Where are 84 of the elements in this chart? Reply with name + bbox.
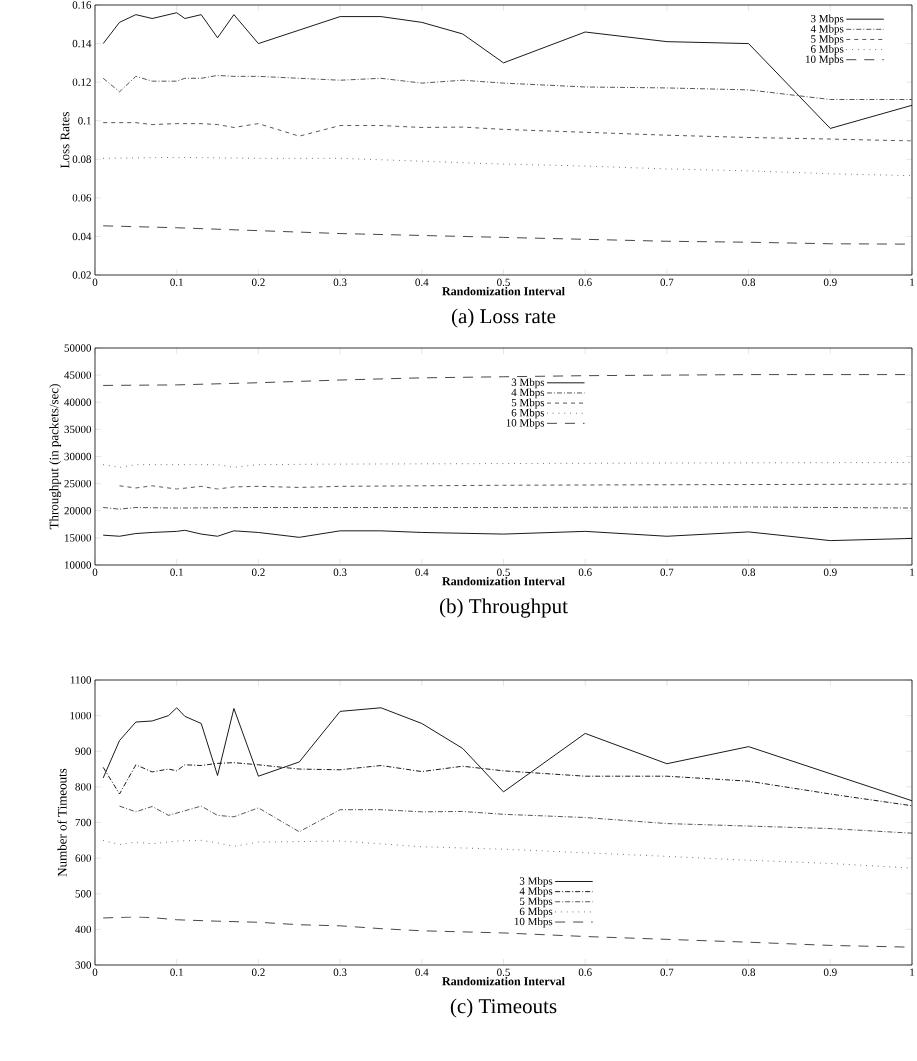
legend-label: 5 Mbps [511, 398, 545, 409]
text: (a) Loss rate [451, 308, 556, 328]
x-tick-label: 0.5 [497, 278, 510, 287]
y-tick-label: 20000 [64, 507, 92, 515]
y-tick-label: 50000 [64, 344, 92, 352]
x-tick-label: 0.7 [660, 568, 674, 577]
legend-label: 10 Mpbs [805, 55, 844, 66]
legend-label: 4 Mbps [511, 388, 545, 399]
x-tick-label: 0.7 [660, 278, 674, 287]
y-tick-label: 15000 [64, 534, 92, 542]
text: (b) Throughput [439, 598, 568, 618]
legend-label: 5 Mbps [520, 897, 553, 908]
y-tick-label: 40000 [64, 398, 92, 406]
y-tick-label: 300 [75, 961, 92, 969]
y-tick-label: 0.08 [72, 155, 92, 164]
y-tick-label: 600 [75, 854, 92, 862]
y-tick-label: 0.04 [72, 232, 92, 241]
y-tick-label: 0.1 [78, 116, 91, 125]
legend-label: 6 Mbps [519, 907, 553, 918]
y-tick-label: 10000 [64, 561, 92, 569]
legend-label: 3 Mbps [811, 14, 844, 25]
legend-label: 10 Mbps [514, 917, 553, 928]
legend-label: 5 Mbps [811, 34, 844, 45]
y-tick-label: 25000 [64, 479, 92, 488]
x-tick-label: 0.3 [333, 278, 347, 287]
y-tick-label: 700 [75, 818, 92, 827]
x-axis-title: Randomization Interval [442, 576, 565, 586]
x-tick-label: 0.7 [660, 968, 674, 977]
x-tick-label: 1 [910, 968, 915, 976]
x-tick-label: 0.5 [497, 568, 510, 577]
legend-label: 4 Mbps [810, 24, 844, 35]
x-tick-label: 0.8 [742, 278, 756, 287]
y-axis-title: Number of Timeouts [57, 768, 67, 877]
y-tick-label: 400 [75, 925, 92, 934]
x-tick-label: 0.8 [742, 968, 756, 977]
x-axis-title: Randomization Interval [442, 976, 565, 986]
y-tick-label: 900 [75, 747, 92, 755]
x-tick-label: 0.4 [415, 568, 429, 577]
x-tick-label: 0.6 [578, 968, 592, 977]
y-tick-label: 0.02 [72, 271, 91, 279]
legend-label: 10 Mbps [506, 418, 545, 429]
legend-label: 4 Mbps [519, 887, 553, 898]
legend-label: 3 Mbps [511, 378, 545, 389]
x-tick-label: 0.2 [251, 278, 265, 287]
y-tick-label: 0.06 [72, 194, 92, 202]
x-tick-label: 0.9 [823, 968, 837, 977]
y-tick-label: 45000 [64, 371, 92, 379]
x-tick-label: 0.6 [578, 568, 592, 577]
x-tick-label: 0.2 [251, 568, 265, 577]
legend-label: 3 Mbps [519, 876, 553, 887]
y-tick-label: 0.16 [72, 1, 92, 9]
x-tick-label: 0.1 [170, 278, 183, 287]
y-axis-title: Throughput (in packets/sec) [49, 384, 62, 530]
x-tick-label: 0.3 [333, 568, 347, 577]
x-tick-label: 0.3 [333, 968, 347, 977]
y-tick-label: 30000 [64, 452, 92, 461]
y-tick-label: 1000 [70, 711, 92, 720]
x-tick-label: 0.4 [415, 968, 429, 977]
x-tick-label: 0.9 [823, 278, 837, 287]
x-tick-label: 0.1 [170, 968, 183, 977]
y-tick-label: 0.14 [72, 39, 92, 48]
line-series [102, 74, 912, 100]
text: (c) Timeouts [450, 998, 557, 1018]
y-tick-label: 1100 [70, 676, 92, 684]
x-tick-label: 0 [92, 968, 98, 976]
x-tick-label: 1 [910, 278, 915, 286]
x-tick-label: 0.4 [415, 278, 429, 287]
y-tick-label: 0.12 [72, 78, 91, 86]
x-tick-label: 1 [910, 568, 915, 576]
y-tick-label: 800 [75, 783, 92, 791]
x-tick-label: 0 [92, 278, 98, 286]
x-axis-title: Randomization Interval [442, 286, 565, 296]
x-tick-label: 0.5 [497, 968, 510, 977]
legend-label: 6 Mbps [810, 45, 844, 55]
x-tick-label: 0 [92, 568, 98, 576]
x-tick-label: 0.9 [823, 568, 837, 577]
y-tick-label: 35000 [64, 425, 92, 434]
y-tick-label: 500 [75, 890, 92, 898]
y-axis-title: Loss Rates [60, 112, 70, 168]
x-tick-label: 0.6 [578, 278, 592, 287]
legend-label: 6 Mbps [511, 408, 545, 419]
x-tick-label: 0.2 [251, 968, 265, 977]
x-tick-label: 0.8 [742, 568, 756, 577]
x-tick-label: 0.1 [170, 568, 183, 577]
